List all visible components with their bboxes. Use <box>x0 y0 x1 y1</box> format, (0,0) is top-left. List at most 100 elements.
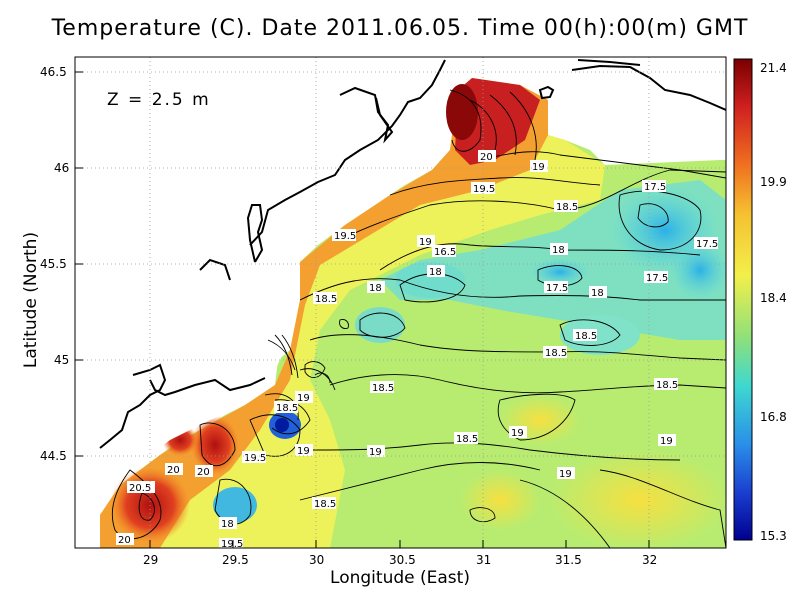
svg-text:17.5: 17.5 <box>546 283 568 294</box>
coastline-south <box>99 363 167 449</box>
y-tick-label: 45.5 <box>40 257 67 271</box>
contour-label: 18 <box>427 265 445 278</box>
svg-text:17.5: 17.5 <box>696 239 718 250</box>
svg-text:20: 20 <box>118 535 131 546</box>
svg-text:16.5: 16.5 <box>434 247 456 258</box>
colorbar-tick-label: 15.3 <box>760 529 787 543</box>
svg-text:18.5: 18.5 <box>276 403 298 414</box>
land-mass <box>75 57 445 548</box>
svg-text:18: 18 <box>552 245 565 256</box>
colorbar-tick-label: 16.8 <box>760 410 787 424</box>
x-tick-label: 29 <box>143 553 158 567</box>
svg-text:18.5: 18.5 <box>545 348 567 359</box>
svg-text:18.5: 18.5 <box>575 331 597 342</box>
y-tick-label: 46.5 <box>40 65 67 79</box>
coastline-north-islands <box>339 86 394 144</box>
svg-text:20: 20 <box>197 467 210 478</box>
y-tick-labels: 46.5 46 45.5 45 44.5 <box>40 65 69 463</box>
x-tick-labels: 29 29.5 30 30.5 31 31.5 32 <box>143 553 657 567</box>
contour-label: 19.5 <box>471 182 495 195</box>
contour-label: 18 <box>550 243 568 256</box>
contour-label: 18 <box>219 517 237 530</box>
svg-text:18.5: 18.5 <box>372 383 394 394</box>
contour-label: 20 <box>165 463 183 476</box>
contour-label: 20 <box>195 465 213 478</box>
contour-label: 19 <box>509 426 527 439</box>
contour-label: 17.5 <box>642 180 666 193</box>
contour-label: 19 <box>557 467 575 480</box>
svg-text:17.5: 17.5 <box>644 182 666 193</box>
svg-text:18: 18 <box>429 267 442 278</box>
svg-text:19.5: 19.5 <box>473 184 495 195</box>
contour-label: 20 <box>116 533 134 546</box>
svg-text:19: 19 <box>511 428 524 439</box>
svg-text:18: 18 <box>369 283 382 294</box>
contour-label: 18.5 <box>454 432 478 445</box>
contour-label-group: 20 19 19.5 18.5 17.5 17.5 17.5 19.5 19 1… <box>116 150 718 550</box>
map-title: Temperature (C). Date 2011.06.05. Time 0… <box>51 16 749 41</box>
x-tick-label: 30 <box>309 553 324 567</box>
contour-label: 18.5 <box>370 381 394 394</box>
contour-label: 19 <box>367 445 385 458</box>
contour-label: 19 <box>530 160 548 173</box>
svg-text:19.5: 19.5 <box>244 453 266 464</box>
colorbar <box>733 58 753 541</box>
contour-label: 18 <box>589 286 607 299</box>
svg-text:18: 18 <box>221 519 234 530</box>
svg-text:19: 19 <box>297 446 310 457</box>
contour-label: 17.5 <box>544 281 568 294</box>
svg-text:20: 20 <box>480 152 493 163</box>
colorbar-tick-label: 19.9 <box>760 175 787 189</box>
svg-text:19: 19 <box>660 436 673 447</box>
depth-label: Z = 2.5 m <box>107 90 211 110</box>
contour-label: 19 <box>417 235 435 248</box>
contour-label: 19 <box>295 444 313 457</box>
contour-label: 16.5 <box>432 245 456 258</box>
x-tick-label: 30.5 <box>389 553 416 567</box>
contour-label: 17.5 <box>694 237 718 250</box>
x-tick-label: 31 <box>476 553 491 567</box>
contour-label: 18.5 <box>312 497 336 510</box>
x-tick-label: 32 <box>642 553 657 567</box>
contour-label: 19.5 <box>219 538 243 550</box>
contour-label: 18.5 <box>543 346 567 359</box>
contour-label: 19.5 <box>242 451 266 464</box>
svg-text:18.5: 18.5 <box>656 380 678 391</box>
contour-label: 17.5 <box>644 271 668 284</box>
contour-label: 20.5 <box>127 481 155 494</box>
contour-label: 19.5 <box>332 229 356 242</box>
svg-text:19: 19 <box>559 469 572 480</box>
contour-label: 18.5 <box>313 292 337 305</box>
svg-text:19: 19 <box>532 162 545 173</box>
svg-text:19: 19 <box>419 237 432 248</box>
coastline-main <box>249 59 446 246</box>
contour-label: 18.5 <box>654 378 678 391</box>
svg-text:17.5: 17.5 <box>646 273 668 284</box>
svg-text:20.5: 20.5 <box>129 483 151 494</box>
contour-label: 18.5 <box>274 401 298 414</box>
y-tick-label: 46 <box>54 161 69 175</box>
svg-text:19: 19 <box>369 447 382 458</box>
contour-label: 18.5 <box>554 200 578 213</box>
svg-text:18.5: 18.5 <box>456 434 478 445</box>
contour-label: 20 <box>478 150 496 163</box>
svg-text:20: 20 <box>167 465 180 476</box>
x-tick-label: 29.5 <box>222 553 249 567</box>
svg-text:19: 19 <box>297 393 310 404</box>
colorbar-tick-label: 18.4 <box>760 291 787 305</box>
x-axis-label: Longitude (East) <box>330 568 470 588</box>
svg-text:18.5: 18.5 <box>314 499 336 510</box>
svg-text:18.5: 18.5 <box>315 294 337 305</box>
colorbar-tick-labels: 21.4 19.9 18.4 16.8 15.3 <box>760 61 787 543</box>
x-tick-label: 31.5 <box>555 553 582 567</box>
svg-text:19.5: 19.5 <box>334 231 356 242</box>
contour-label: 19 <box>295 391 313 404</box>
contour-label: 18 <box>367 281 385 294</box>
y-tick-label: 44.5 <box>40 449 67 463</box>
gridlines <box>75 57 726 548</box>
coastline-west <box>246 204 264 263</box>
svg-text:19.5: 19.5 <box>221 539 243 550</box>
contour-label: 19 <box>658 434 676 447</box>
y-tick-label: 45 <box>54 353 69 367</box>
